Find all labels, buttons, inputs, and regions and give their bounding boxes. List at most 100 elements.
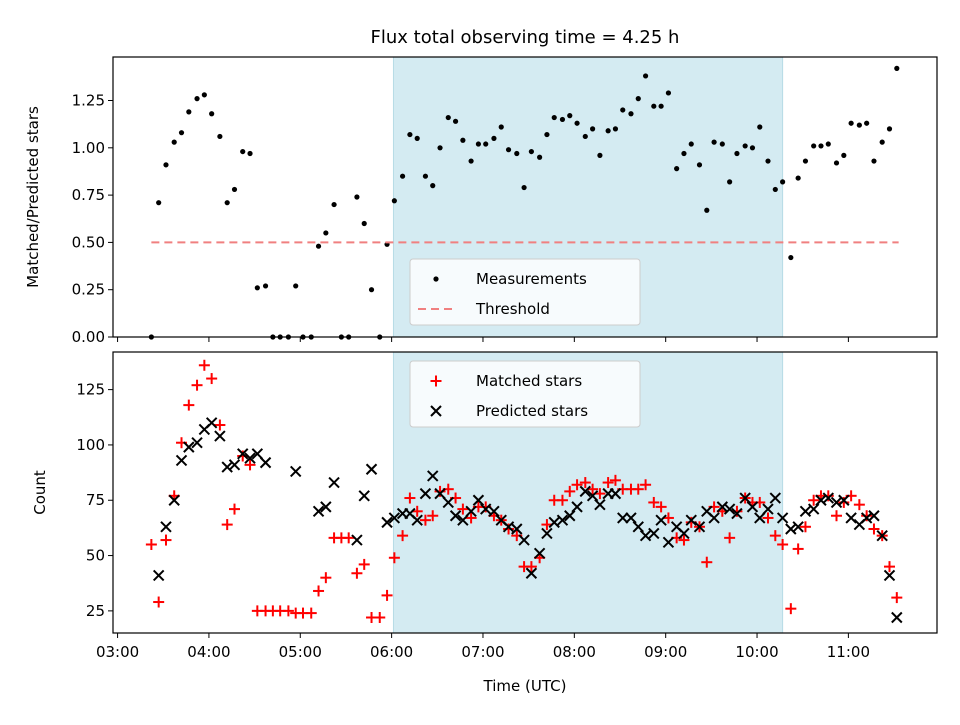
measurement-point (491, 135, 497, 141)
measurement-point (734, 150, 740, 157)
predicted-x-b (442, 496, 454, 509)
measurement-point (749, 145, 756, 151)
matched-star-point (282, 605, 294, 617)
measurement-point (886, 126, 893, 132)
predicted-star-point (214, 430, 226, 442)
matched-star-point (434, 485, 446, 497)
measurement-point (240, 148, 246, 155)
predicted-x-b (845, 512, 857, 524)
predicted-x-b (365, 463, 378, 475)
predicted-star-point (556, 514, 569, 526)
predicted-star-point (632, 521, 644, 533)
measurement-point (178, 130, 185, 136)
matched-star-point (145, 538, 157, 550)
measurement-point (582, 133, 588, 140)
predicted-star-point (648, 527, 660, 540)
predicted-x-b (168, 494, 180, 506)
measurement-point (825, 141, 831, 147)
predicted-star-point (564, 510, 576, 522)
predicted-star-point (502, 521, 515, 533)
measurement-point (681, 150, 687, 157)
measurement-point (163, 162, 169, 168)
predicted-star-point (419, 487, 432, 500)
predicted-x-b (183, 441, 195, 453)
predicted-star-point (609, 487, 622, 500)
predicted-x-b (465, 505, 477, 518)
predicted-x-b (251, 448, 264, 460)
predicted-x-b (799, 505, 812, 518)
predicted-star-point (891, 611, 903, 624)
matched-star-point (602, 477, 614, 489)
measurement-point (879, 139, 885, 145)
predicted-x-b (754, 512, 766, 524)
matched-star-point (221, 519, 233, 531)
y-tick-label: 25 (86, 602, 105, 620)
measurement-point (658, 103, 664, 109)
measurement-point (514, 150, 520, 157)
measurement-point (217, 133, 223, 140)
measurement-point (871, 158, 877, 164)
predicted-x-b (701, 505, 713, 518)
predicted-star-point (876, 529, 888, 542)
y-axis-label: Count (31, 470, 49, 515)
measurement-point (620, 107, 626, 113)
predicted-star-point (381, 516, 393, 529)
legend-box (409, 360, 641, 428)
predicted-star-point (518, 534, 530, 546)
measurement-point (551, 114, 557, 121)
predicted-star-point (792, 521, 804, 533)
predicted-star-point (746, 501, 759, 513)
matched-star-point (655, 501, 667, 513)
x-tick-label: 05:00 (279, 643, 322, 661)
predicted-star-point (655, 514, 667, 526)
predicted-x-b (625, 512, 637, 524)
predicted-star-point (312, 505, 325, 518)
matched-star-point (525, 561, 537, 573)
measurement-point (590, 126, 596, 132)
measurement-point (430, 183, 436, 189)
matched-star-point (609, 474, 621, 486)
predicted-x-b (723, 503, 736, 515)
predicted-x-b (785, 523, 797, 535)
predicted-star-point (625, 512, 637, 524)
matched-star-point (648, 496, 660, 508)
measurement-point (833, 160, 840, 166)
predicted-x-b (822, 492, 834, 504)
predicted-star-point (251, 448, 264, 460)
predicted-x-b (533, 547, 546, 560)
predicted-star-point (525, 567, 538, 579)
predicted-star-point (754, 512, 766, 524)
measurement-point (407, 131, 413, 138)
measurement-point (612, 126, 619, 132)
matched-star-point (579, 477, 591, 489)
predicted-x-b (205, 417, 218, 429)
measurement-point (574, 120, 580, 126)
predicted-x-b (457, 514, 469, 526)
predicted-star-point (541, 527, 553, 540)
x-axis-label: Time (UTC) (483, 677, 567, 695)
predicted-star-point (465, 505, 477, 518)
predicted-x-b (191, 437, 203, 449)
predicted-x-b (449, 510, 462, 522)
predicted-star-point (168, 494, 180, 506)
x-tick-label: 10:00 (735, 643, 778, 661)
predicted-x-b (632, 521, 644, 533)
legend: Measurements Threshold (409, 258, 641, 326)
predicted-star-point (259, 456, 272, 469)
measurement-point (361, 220, 367, 227)
matched-star-point (191, 379, 203, 391)
matched-star-point (678, 534, 690, 546)
predicted-x-b (648, 527, 660, 540)
y-tick-label: 0.25 (72, 281, 105, 299)
predicted-x-b (351, 534, 363, 546)
predicted-x-b (175, 454, 188, 467)
predicted-star-point (685, 514, 697, 526)
measurement-point (704, 207, 710, 213)
measurement-point (445, 114, 451, 121)
predicted-x-b (830, 496, 843, 509)
predicted-star-point (548, 516, 560, 529)
predicted-x-b (419, 487, 432, 500)
predicted-x-b (746, 501, 759, 513)
legend-marker-x-b (430, 405, 442, 417)
